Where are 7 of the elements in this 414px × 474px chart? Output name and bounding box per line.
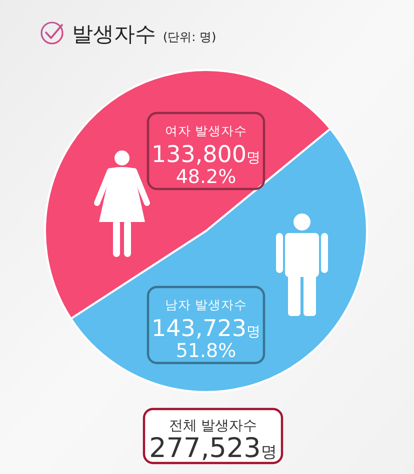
chart-subtitle: (단위: 명) bbox=[163, 30, 216, 44]
slice-label: 남자 발생자수 bbox=[165, 297, 247, 312]
slice-label: 여자 발생자수 bbox=[165, 123, 247, 138]
data-label: 133,800명 48.2% bbox=[151, 142, 261, 188]
chart-title: 발생자수 bbox=[72, 22, 156, 46]
data-label: 143,723명 51.8% bbox=[151, 316, 261, 362]
text: 전체 발생자수 277,523명 bbox=[149, 418, 277, 464]
